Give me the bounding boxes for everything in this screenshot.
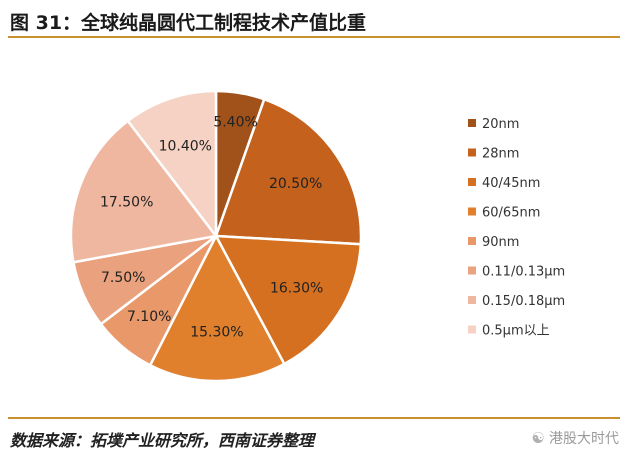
legend-swatch xyxy=(468,178,476,186)
legend-label: 40/45nm xyxy=(482,176,540,191)
legend-label: 20nm xyxy=(482,117,519,132)
pie-data-labels: 5.40% 20.50% 16.30% 15.30% 7.10% 7.50% 17.50% 1… xyxy=(100,115,323,341)
legend-swatch xyxy=(468,148,476,157)
legend-swatch xyxy=(468,207,476,216)
watermark-text: 港股大时代 xyxy=(549,431,619,447)
pie-data-label: 7.10% xyxy=(127,309,171,325)
legend-swatch xyxy=(468,119,476,127)
pie-data-label: 20.50% xyxy=(269,176,322,192)
watermark: ☯ 港股大时代 xyxy=(532,428,619,448)
pie-slice-2 xyxy=(213,234,363,366)
footer-divider xyxy=(8,417,620,419)
pie-data-label: 10.40% xyxy=(159,138,212,154)
pie-slice-1 xyxy=(214,97,363,246)
pie-slice-7 xyxy=(126,89,218,240)
legend-swatch xyxy=(468,266,476,275)
pie-data-label: 17.50% xyxy=(100,195,153,211)
legend-label: 0.11/0.13μm xyxy=(482,265,565,280)
pie-slices xyxy=(69,89,363,383)
chart-legend: 20nm 28nm 40/45nm 60/65nm 90nm 0.11/0.13μm 0.1… xyxy=(468,117,565,339)
legend-swatch xyxy=(468,237,476,245)
pie-slice-6 xyxy=(69,119,219,264)
pie-data-label: 16.30% xyxy=(270,281,323,297)
legend-label: 60/65nm xyxy=(482,206,540,221)
title-bar: 图 31：全球纯晶圆代工制程技术产值比重 xyxy=(8,6,620,38)
pie-slice-3 xyxy=(148,233,286,383)
legend-label: 90nm xyxy=(482,235,519,250)
pie-chart: 5.40% 20.50% 16.30% 15.30% 7.10% 7.50% 17.50% 1… xyxy=(69,89,565,383)
legend-label: 0.5μm以上 xyxy=(482,324,550,339)
legend-label: 28nm xyxy=(482,147,519,162)
legend-swatch xyxy=(468,325,476,334)
pie-data-label: 7.50% xyxy=(101,270,145,286)
pie-data-label: 15.30% xyxy=(190,325,243,341)
source-note: 数据来源：拓墣产业研究所，西南证券整理 xyxy=(10,431,315,450)
legend-swatch xyxy=(468,296,476,304)
page-title: 图 31：全球纯晶圆代工制程技术产值比重 xyxy=(10,12,367,34)
wechat-icon: ☯ xyxy=(531,429,545,447)
legend-label: 0.15/0.18μm xyxy=(482,294,565,309)
pie-data-label: 5.40% xyxy=(213,115,257,131)
